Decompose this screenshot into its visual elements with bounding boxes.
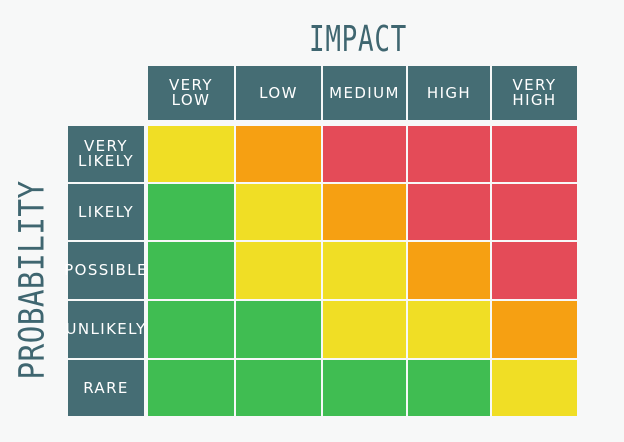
- risk-cell-orange: [323, 184, 406, 240]
- risk-cell-orange: [492, 301, 577, 358]
- risk-cell-green: [148, 301, 234, 358]
- risk-cell-yellow: [236, 184, 321, 240]
- risk-cell-red: [408, 184, 490, 240]
- risk-cell-yellow: [323, 242, 406, 299]
- probability-title: PROBABILITY: [13, 180, 53, 379]
- impact-title: IMPACT: [309, 18, 407, 60]
- probability-title-label: PROBABILITY: [13, 180, 54, 380]
- risk-cell-green: [408, 360, 490, 416]
- risk-cell-yellow: [236, 242, 321, 299]
- probability-row-header: Rare: [68, 360, 144, 416]
- risk-cell-red: [408, 126, 490, 182]
- risk-cell-green: [148, 242, 234, 299]
- risk-cell-green: [236, 301, 321, 358]
- impact-column-header: Medium: [323, 66, 406, 120]
- probability-row-header: Likely: [68, 184, 144, 240]
- risk-cell-orange: [236, 126, 321, 182]
- probability-row-header: Unlikely: [65, 301, 145, 358]
- impact-column-header: Very High: [492, 66, 577, 120]
- risk-cell-orange: [408, 242, 490, 299]
- risk-cell-yellow: [408, 301, 490, 358]
- impact-column-header: Low: [236, 66, 321, 120]
- risk-cell-red: [492, 242, 577, 299]
- impact-column-header: High: [408, 66, 490, 120]
- risk-cell-red: [492, 126, 577, 182]
- risk-cell-yellow: [148, 126, 234, 182]
- risk-cell-yellow: [492, 360, 577, 416]
- risk-cell-green: [236, 360, 321, 416]
- probability-row-header: Very Likely: [68, 126, 144, 182]
- risk-cell-green: [323, 360, 406, 416]
- impact-column-header: Very Low: [148, 66, 234, 120]
- risk-cell-yellow: [323, 301, 406, 358]
- probability-row-header: Possible: [64, 242, 146, 299]
- risk-cell-red: [492, 184, 577, 240]
- risk-cell-green: [148, 360, 234, 416]
- risk-cell-green: [148, 184, 234, 240]
- risk-cell-red: [323, 126, 406, 182]
